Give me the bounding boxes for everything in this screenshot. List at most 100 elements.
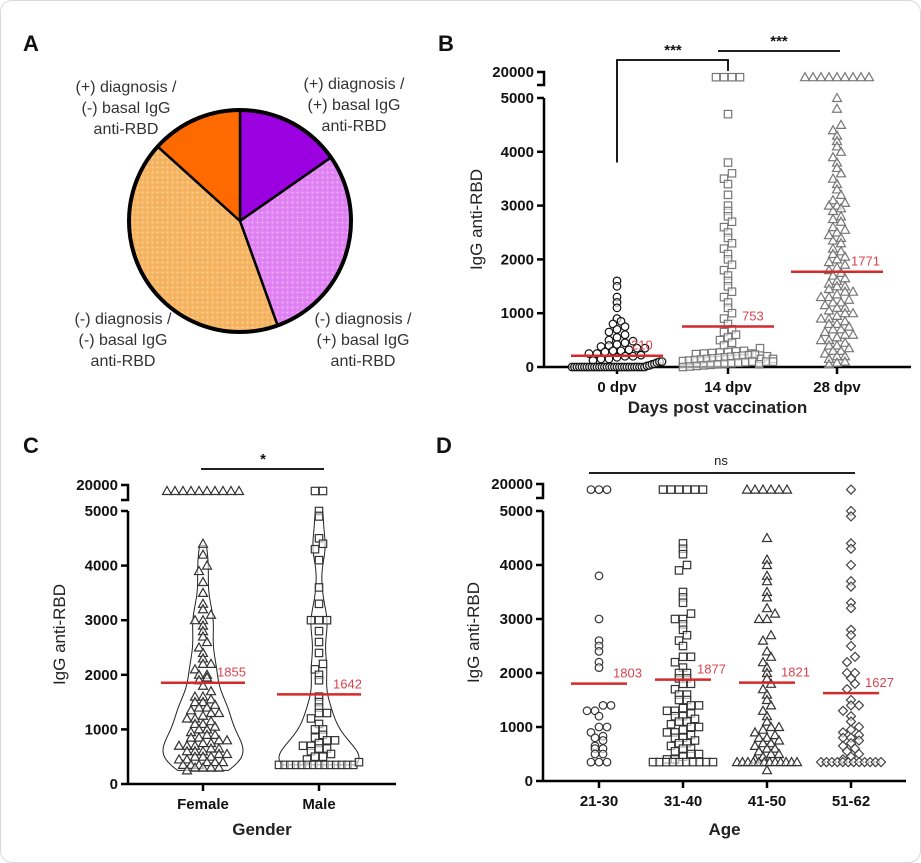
data-point xyxy=(765,629,777,640)
data-point xyxy=(831,71,843,82)
data-point xyxy=(322,708,332,718)
data-point xyxy=(845,700,857,711)
data-point xyxy=(711,72,721,82)
data-point xyxy=(839,315,851,326)
data-point xyxy=(678,703,688,713)
data-point xyxy=(678,744,688,753)
data-point xyxy=(769,607,781,618)
significance-label: ns xyxy=(714,453,728,468)
data-point xyxy=(173,740,185,750)
data-point xyxy=(853,700,865,711)
data-point xyxy=(765,651,777,661)
data-point xyxy=(201,636,213,647)
data-point xyxy=(735,72,745,82)
data-point xyxy=(201,701,213,712)
data-point xyxy=(314,744,324,753)
data-point xyxy=(761,591,773,602)
data-point xyxy=(193,565,205,576)
data-point xyxy=(757,483,769,494)
data-point xyxy=(761,732,773,742)
data-point xyxy=(197,750,209,761)
group-21-30: 1803 xyxy=(571,485,642,767)
data-point xyxy=(590,749,600,759)
data-point xyxy=(845,581,857,592)
data-point xyxy=(582,706,592,716)
data-point xyxy=(741,483,753,494)
data-point xyxy=(853,735,865,746)
data-point xyxy=(839,337,851,347)
y-tick-label: 4000 xyxy=(500,557,533,574)
data-point xyxy=(306,714,316,723)
data-point xyxy=(662,706,672,716)
pie-outline xyxy=(127,108,353,334)
data-point xyxy=(314,675,324,685)
data-point xyxy=(314,708,324,718)
data-point xyxy=(727,217,737,227)
data-point xyxy=(318,539,328,549)
data-point xyxy=(213,707,225,718)
x-axis-title: Days post vaccination xyxy=(628,398,808,417)
data-point xyxy=(761,764,773,775)
group-41-50: 1821 xyxy=(731,483,810,775)
data-point xyxy=(845,543,857,555)
data-point xyxy=(835,119,847,130)
data-point xyxy=(757,723,769,734)
group-31-40: 1877 xyxy=(648,485,726,767)
data-point xyxy=(205,715,217,726)
data-point xyxy=(835,345,847,355)
data-point xyxy=(837,705,849,717)
data-point xyxy=(201,756,213,767)
panel-b: B 0 1000 2000 3000 4000 5000 20000 0 dpv 14 dpv 28… xyxy=(438,31,911,417)
y-tick-label: 1000 xyxy=(501,305,534,322)
data-point xyxy=(765,748,777,759)
data-point xyxy=(598,701,608,710)
data-point xyxy=(314,626,324,636)
data-point xyxy=(831,318,843,329)
data-point xyxy=(749,483,761,494)
data-point xyxy=(692,361,702,371)
data-point xyxy=(678,641,688,651)
data-point xyxy=(193,641,205,652)
data-point xyxy=(640,343,650,353)
data-point xyxy=(225,485,237,496)
data-point xyxy=(761,357,771,366)
median-label: 1771 xyxy=(851,254,880,269)
data-point xyxy=(875,756,887,768)
data-point xyxy=(674,695,684,705)
data-point xyxy=(815,71,827,82)
data-point xyxy=(318,659,328,669)
data-point xyxy=(326,749,336,759)
data-point xyxy=(827,221,839,232)
data-point xyxy=(686,679,696,689)
data-point xyxy=(847,285,859,296)
data-point xyxy=(765,737,777,748)
data-point xyxy=(757,656,769,667)
data-point xyxy=(685,362,695,371)
data-point xyxy=(310,725,320,734)
data-point xyxy=(847,307,859,318)
data-point xyxy=(819,347,831,358)
data-point xyxy=(699,361,709,370)
data-point xyxy=(670,657,680,667)
data-point xyxy=(690,485,700,494)
data-point xyxy=(831,226,843,237)
pie-slice-label: anti-RBD xyxy=(331,353,396,370)
data-point xyxy=(769,742,781,753)
x-axis-title: Gender xyxy=(232,820,292,839)
data-point xyxy=(835,296,847,307)
data-point xyxy=(835,167,847,178)
y-tick-label: 4000 xyxy=(85,558,118,575)
data-point xyxy=(221,748,233,759)
data-point xyxy=(831,162,843,173)
data-point xyxy=(727,72,737,82)
pie-slice-label: anti-RBD xyxy=(322,118,387,135)
data-point xyxy=(674,485,684,494)
data-point xyxy=(197,658,209,668)
data-point xyxy=(753,613,765,624)
data-point xyxy=(594,722,604,732)
y-tick-label: 20000 xyxy=(492,64,534,81)
data-point xyxy=(189,761,201,772)
data-point xyxy=(855,71,867,82)
group-14-dpv: 753 xyxy=(678,72,778,372)
data-point xyxy=(682,485,692,494)
